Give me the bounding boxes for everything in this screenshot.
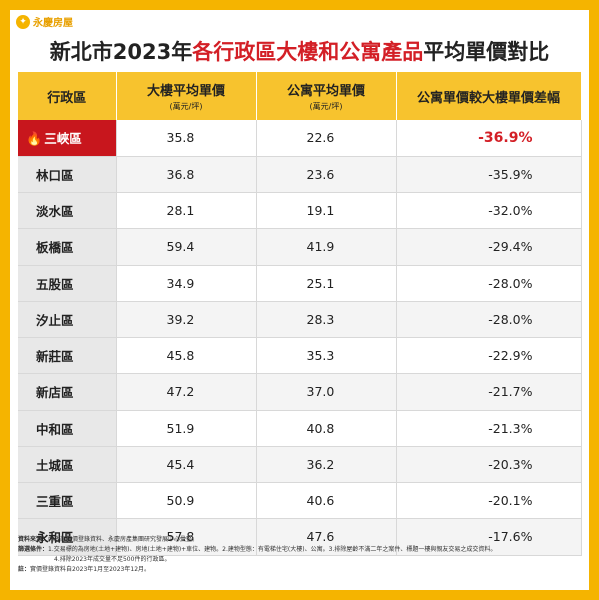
header-building-price: 大樓平均單價 (萬元/坪) (116, 72, 257, 120)
cell-building-price: 50.9 (116, 482, 257, 520)
title-highlight: 各行政區大樓和公寓產品 (192, 40, 424, 64)
note-filter: 篩選條件：1.交易標的為房地(土地+建物)、房地(土地+建物)+車位、建物。2.… (18, 546, 497, 553)
cell-building-price: 59.4 (116, 228, 257, 266)
header-diff: 公寓單價較大樓單價差幅 (396, 72, 582, 120)
cell-building-price: 28.1 (116, 192, 257, 230)
table-row: 新莊區 45.8 35.3 -22.9% (18, 337, 582, 375)
header-district: 行政區 (18, 72, 117, 120)
table-row: 新店區 47.2 37.0 -21.7% (18, 373, 582, 411)
cell-building-price: 34.9 (116, 265, 257, 302)
cell-diff: -29.4% (396, 228, 582, 266)
cell-apartment-price: 41.9 (256, 228, 397, 266)
note-period: 註：實價登錄資料自2023年1月至2023年12月。 (18, 566, 151, 573)
table-row: 淡水區 28.1 19.1 -32.0% (18, 192, 582, 230)
note-source: 資料來源：內政部實價登錄資料、永慶房產集團研究發展中心彙整。 (18, 536, 199, 543)
table-row: 中和區 51.9 40.8 -21.3% (18, 410, 582, 447)
table-row: 林口區 36.8 23.6 -35.9% (18, 156, 582, 194)
chart-title: 新北市2023年各行政區大樓和公寓產品平均單價對比 (10, 36, 589, 66)
cell-district: 三重區 (18, 482, 117, 520)
cell-district: 五股區 (18, 265, 117, 302)
cell-diff: -21.3% (396, 410, 582, 447)
cell-diff: -17.6% (396, 518, 582, 556)
table-row: 板橋區 59.4 41.9 -29.4% (18, 228, 582, 266)
cell-apartment-price: 28.3 (256, 301, 397, 339)
cell-district: 新店區 (18, 373, 117, 411)
cell-building-price: 45.4 (116, 446, 257, 484)
cell-diff: -28.0% (396, 265, 582, 302)
cell-district: 汐止區 (18, 301, 117, 339)
table-row: 永和區 57.8 47.6 -17.6% (18, 518, 582, 556)
table-row: 土城區 45.4 36.2 -20.3% (18, 446, 582, 484)
table-row: 🔥 三峽區 35.8 22.6 -36.9% (18, 120, 582, 157)
infographic-card: ✦ 永慶房屋 新北市2023年各行政區大樓和公寓產品平均單價對比 行政區 大樓平… (10, 10, 589, 590)
cell-apartment-price: 40.6 (256, 482, 397, 520)
cell-diff: -28.0% (396, 301, 582, 339)
table-row: 三重區 50.9 40.6 -20.1% (18, 482, 582, 520)
cell-diff: -20.3% (396, 446, 582, 484)
cell-diff: -20.1% (396, 482, 582, 520)
cell-district: 淡水區 (18, 192, 117, 230)
footnotes: 資料來源：內政部實價登錄資料、永慶房產集團研究發展中心彙整。 篩選條件：1.交易… (18, 535, 581, 575)
table-row: 汐止區 39.2 28.3 -28.0% (18, 301, 582, 339)
cell-apartment-price: 19.1 (256, 192, 397, 230)
cell-apartment-price: 22.6 (256, 120, 397, 157)
cell-building-price: 51.9 (116, 410, 257, 447)
cell-district: 永和區 (18, 518, 117, 556)
table-header-row: 行政區 大樓平均單價 (萬元/坪) 公寓平均單價 (萬元/坪) 公寓單價較大樓單價差… (18, 72, 582, 120)
brand-icon: ✦ (16, 14, 30, 29)
cell-district: 🔥 三峽區 (18, 120, 117, 157)
brand-name: 永慶房屋 (33, 18, 73, 29)
cell-district: 中和區 (18, 410, 117, 447)
cell-apartment-price: 36.2 (256, 446, 397, 484)
cell-diff: -35.9% (396, 156, 582, 194)
price-table: 行政區 大樓平均單價 (萬元/坪) 公寓平均單價 (萬元/坪) 公寓單價較大樓單價差… (18, 72, 582, 556)
header-apartment-unit: (萬元/坪) (309, 102, 343, 111)
cell-district: 土城區 (18, 446, 117, 484)
cell-district: 林口區 (18, 156, 117, 194)
cell-building-price: 47.2 (116, 373, 257, 411)
cell-apartment-price: 37.0 (256, 373, 397, 411)
cell-district: 板橋區 (18, 228, 117, 266)
brand-logo: ✦ 永慶房屋 (16, 14, 73, 29)
cell-apartment-price: 25.1 (256, 265, 397, 302)
cell-building-price: 57.8 (116, 518, 257, 556)
flame-icon: 🔥 (26, 132, 43, 148)
cell-diff: -21.7% (396, 373, 582, 411)
table-body: 🔥 三峽區 35.8 22.6 -36.9% 林口區 36.8 23.6 -35.9% 淡水區 28… (18, 120, 582, 556)
table-row: 五股區 34.9 25.1 -28.0% (18, 265, 582, 302)
cell-building-price: 45.8 (116, 337, 257, 375)
cell-diff: -32.0% (396, 192, 582, 230)
cell-district: 新莊區 (18, 337, 117, 375)
cell-apartment-price: 47.6 (256, 518, 397, 556)
note-filter-2: 4.排除2023年成交量不足500件的行政區。 (54, 556, 171, 563)
header-apartment-price: 公寓平均單價 (萬元/坪) (256, 72, 397, 120)
header-building-unit: (萬元/坪) (169, 102, 203, 111)
cell-building-price: 36.8 (116, 156, 257, 194)
cell-diff: -22.9% (396, 337, 582, 375)
cell-apartment-price: 40.8 (256, 410, 397, 447)
title-suffix: 平均單價對比 (423, 40, 550, 64)
cell-diff: -36.9% (396, 120, 582, 157)
cell-apartment-price: 35.3 (256, 337, 397, 375)
cell-building-price: 39.2 (116, 301, 257, 339)
cell-apartment-price: 23.6 (256, 156, 397, 194)
title-prefix: 新北市2023年 (49, 40, 193, 64)
cell-building-price: 35.8 (116, 120, 257, 157)
